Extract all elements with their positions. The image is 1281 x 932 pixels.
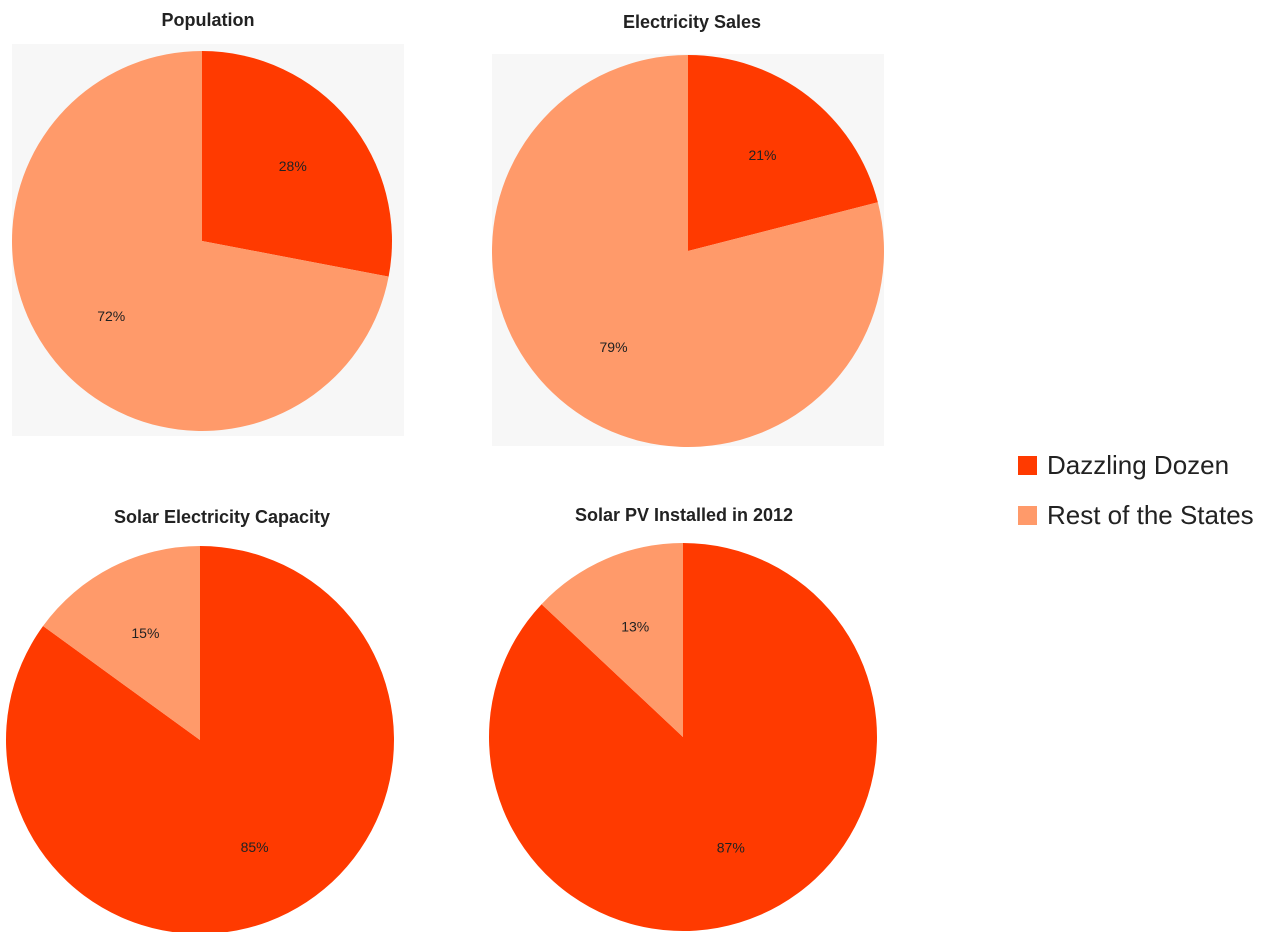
legend-swatch-rest-of-the-states — [1018, 505, 1037, 525]
slice-label-rest-of-the-states: 79% — [600, 339, 628, 355]
chart-title-population: Population — [161, 10, 255, 30]
pie-slice-dazzling-dozen — [488, 543, 877, 931]
chart-legend: Dazzling Dozen Rest of the States — [1018, 440, 1254, 540]
legend-item-rest-of-the-states: Rest of the States — [1018, 490, 1254, 540]
slice-label-dazzling-dozen: 85% — [241, 839, 269, 855]
pie-slice-rest-of-the-states — [491, 55, 884, 447]
pie-slice-dazzling-dozen — [6, 546, 394, 932]
pie-slice-rest-of-the-states — [43, 546, 200, 740]
slice-label-dazzling-dozen: 28% — [279, 158, 307, 174]
legend-label-rest-of-the-states: Rest of the States — [1047, 499, 1254, 530]
chart-title-solar-pv-installed: Solar PV Installed in 2012 — [574, 505, 794, 525]
slice-label-dazzling-dozen: 21% — [748, 147, 776, 163]
slice-label-rest-of-the-states: 15% — [131, 625, 159, 641]
slice-label-rest-of-the-states: 13% — [621, 619, 649, 635]
legend-label-dazzling-dozen: Dazzling Dozen — [1047, 449, 1230, 480]
legend-item-dazzling-dozen: Dazzling Dozen — [1018, 440, 1254, 490]
slice-label-dazzling-dozen: 87% — [717, 839, 745, 855]
pie-slice-rest-of-the-states — [12, 51, 389, 431]
pie-slice-dazzling-dozen — [202, 51, 392, 277]
slice-label-rest-of-the-states: 72% — [97, 308, 125, 324]
pie-slice-dazzling-dozen — [688, 55, 878, 251]
chart-title-electricity-sales: Electricity Sales — [622, 12, 762, 32]
pie-slice-rest-of-the-states — [541, 543, 683, 737]
legend-swatch-dazzling-dozen — [1018, 455, 1037, 475]
chart-title-solar-electricity-capacity: Solar Electricity Capacity — [113, 507, 331, 527]
